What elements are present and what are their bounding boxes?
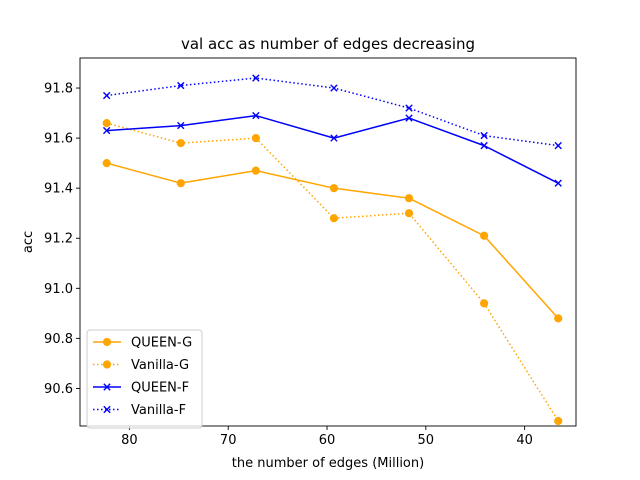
x-marker-stroke	[252, 74, 260, 82]
data-point	[554, 141, 562, 150]
series-queen-g	[102, 159, 563, 323]
data-point	[480, 141, 488, 150]
data-point	[329, 214, 339, 223]
data-point	[102, 91, 111, 100]
data-point	[404, 209, 414, 218]
x-marker-stroke	[102, 126, 111, 135]
y-tick-label: 91.6	[44, 132, 73, 147]
data-point	[102, 118, 111, 128]
data-point	[176, 139, 185, 148]
x-marker-stroke	[102, 91, 111, 100]
y-tick-label: 91.4	[44, 182, 73, 197]
legend: QUEEN-G Vanilla-G QUEEN-F Vanilla-F	[86, 329, 203, 429]
data-point	[176, 179, 185, 188]
x-marker-stroke	[103, 405, 111, 414]
x-marker-stroke	[252, 111, 260, 120]
x-marker-stroke	[554, 141, 562, 150]
y-tick-label: 90.8	[44, 332, 73, 347]
x-marker-stroke	[330, 84, 338, 92]
x-tick-label: 70	[220, 433, 237, 448]
data-point	[252, 111, 260, 120]
data-point	[102, 159, 111, 168]
x-marker-stroke	[177, 81, 185, 90]
data-point	[405, 114, 413, 122]
legend-entry-queen-g: QUEEN-G	[93, 336, 192, 351]
x-marker-stroke	[103, 383, 111, 391]
y-tick-label: 91.0	[44, 282, 73, 297]
x-marker-stroke	[330, 134, 338, 142]
data-point	[404, 194, 414, 203]
x-marker-stroke	[405, 114, 413, 122]
legend-marker	[103, 383, 111, 391]
legend-marker	[102, 337, 112, 347]
x-tick-label: 40	[516, 433, 533, 448]
chart-title: val acc as number of edges decreasing	[181, 35, 475, 53]
legend-marker	[102, 360, 112, 369]
legend-entry-vanilla-g: Vanilla-G	[93, 358, 189, 373]
data-point	[554, 416, 563, 426]
legend-label: QUEEN-G	[131, 336, 192, 351]
axes: 80 70 60 50 40 90.6 90.8 91.0 91.2 91.4 91.6 91.8	[44, 57, 577, 448]
plot-area	[102, 74, 563, 426]
data-point	[554, 179, 562, 187]
axes-frame	[79, 57, 577, 427]
data-point	[251, 166, 260, 175]
legend-entry-vanilla-f: Vanilla-F	[93, 403, 186, 418]
data-point	[405, 104, 413, 112]
x-marker-stroke	[480, 131, 488, 140]
legend-entry-queen-f: QUEEN-F	[93, 381, 189, 396]
y-tick-label: 90.6	[44, 382, 73, 397]
y-tick-label: 91.8	[44, 82, 73, 97]
series-vanilla-f	[102, 74, 562, 150]
data-point	[329, 184, 339, 193]
x-tick-label: 50	[418, 433, 435, 448]
legend-label: Vanilla-F	[131, 403, 186, 418]
x-marker-stroke	[554, 179, 562, 187]
legend-box	[86, 329, 203, 429]
legend-label: Vanilla-G	[131, 358, 189, 373]
y-axis-title: acc	[21, 231, 36, 253]
legend-label: QUEEN-F	[131, 381, 189, 396]
data-point	[252, 74, 260, 82]
data-point	[330, 134, 338, 142]
data-point	[177, 121, 185, 130]
data-point	[480, 231, 489, 240]
data-point	[251, 134, 260, 143]
y-tick-label: 91.2	[44, 232, 73, 247]
x-marker-stroke	[480, 141, 488, 150]
series-vanilla-g	[102, 118, 563, 426]
x-marker-stroke	[405, 104, 413, 112]
x-marker-stroke	[177, 121, 185, 130]
x-tick-label: 80	[121, 433, 138, 448]
data-point	[177, 81, 185, 90]
legend-marker	[103, 405, 111, 414]
x-tick-label: 60	[319, 433, 336, 448]
series-queen-f	[102, 111, 562, 187]
data-point	[480, 299, 489, 308]
data-point	[102, 126, 111, 135]
data-point	[480, 131, 488, 140]
data-point	[330, 84, 338, 92]
x-axis-title: the number of edges (Million)	[232, 456, 424, 471]
data-point	[554, 314, 563, 323]
